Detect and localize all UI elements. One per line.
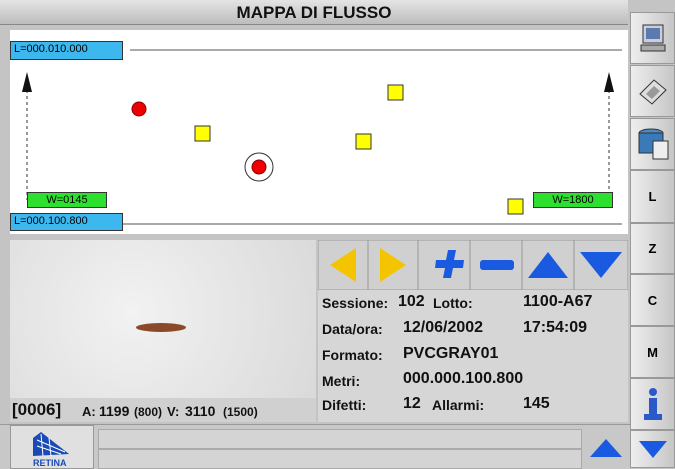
v-label: V: <box>167 404 179 419</box>
scroll-down[interactable] <box>630 430 675 468</box>
time: 17:54:09 <box>523 319 587 337</box>
message-field <box>98 449 582 469</box>
sidebar-button[interactable]: M <box>630 326 675 378</box>
lot-label: Lotto: <box>433 295 473 311</box>
computer-button[interactable] <box>630 12 675 64</box>
calculator-button[interactable] <box>630 65 675 117</box>
date-label: Data/ora: <box>322 321 383 337</box>
date: 12/06/2002 <box>403 319 483 337</box>
defects-label: Difetti: <box>322 397 366 413</box>
sidebar-button[interactable]: L <box>630 170 675 223</box>
logo-box: RETINA <box>10 425 94 469</box>
defect-index: [0006] <box>12 400 61 420</box>
nav-icons[interactable] <box>318 240 628 290</box>
defect-image <box>10 240 316 422</box>
nav-buttons <box>318 240 628 290</box>
scroll-up[interactable] <box>588 435 624 461</box>
a-ref: (800) <box>134 405 162 419</box>
sidebar-button[interactable]: C <box>630 274 675 326</box>
sidebar-button[interactable]: Z <box>630 223 675 274</box>
a-value: 1199 <box>99 403 129 419</box>
defects: 12 <box>403 395 421 413</box>
lot: 1100-A67 <box>523 293 592 311</box>
top-length-label: L=000.010.000 <box>10 41 123 60</box>
title-bar: MAPPA DI FLUSSO <box>0 0 628 25</box>
left-width-label: W=0145 <box>27 192 107 208</box>
bottom-length-label: L=000.100.800 <box>10 213 123 231</box>
info-button[interactable] <box>630 378 675 430</box>
a-label: A: <box>82 404 96 419</box>
logo-text: RETINA <box>33 458 67 468</box>
app: MAPPA DI FLUSSO L=000.010.000 L=000.100.… <box>0 0 675 468</box>
session: 102 <box>398 293 425 311</box>
title: MAPPA DI FLUSSO <box>0 3 628 23</box>
right-width-label: W=1800 <box>533 192 613 208</box>
message-field <box>98 429 582 449</box>
database-button[interactable] <box>630 118 675 170</box>
session-label: Sessione: <box>322 295 388 311</box>
format-label: Formato: <box>322 347 383 363</box>
info-panel: Sessione: 102 Lotto: 1100-A67 Data/ora: … <box>318 290 628 422</box>
meters: 000.000.100.800 <box>403 370 523 388</box>
status-line: [0006] A: 1199 (800) V: 3110 (1500) <box>10 398 316 422</box>
footer: RETINA <box>0 424 630 469</box>
alarms-label: Allarmi: <box>432 397 484 413</box>
v-ref: (1500) <box>223 405 258 419</box>
alarms: 145 <box>523 395 550 413</box>
format: PVCGRAY01 <box>403 345 498 363</box>
v-value: 3110 <box>185 403 215 419</box>
defect <box>136 323 186 332</box>
meters-label: Metri: <box>322 373 360 389</box>
